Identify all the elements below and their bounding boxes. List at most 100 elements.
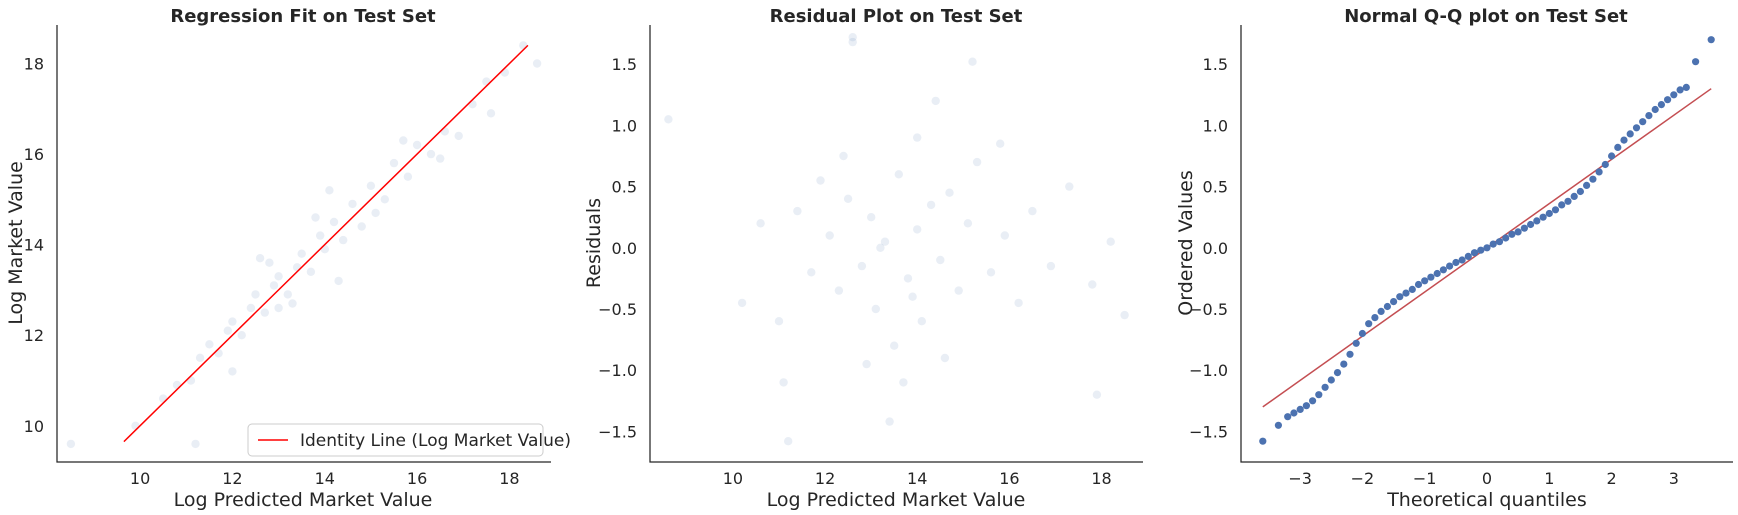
scatter-point (890, 341, 899, 350)
scatter-point (1589, 175, 1597, 183)
scatter-point (334, 276, 343, 286)
scatter-point (1402, 289, 1410, 297)
scatter-point (908, 292, 917, 301)
scatter-point (1651, 105, 1659, 114)
scatter-point (1340, 360, 1348, 368)
x-tick-label: 1 (1544, 469, 1554, 488)
scatter-point (1539, 213, 1547, 221)
scatter-point (1564, 197, 1572, 205)
panel-regression-fit: Regression Fit on Test Set 10 12 14 16 18 10… (5, 6, 571, 511)
scatter-point (214, 349, 223, 358)
scatter-point (737, 298, 747, 308)
scatter-point (871, 304, 880, 314)
scatter-point (260, 308, 269, 317)
scatter-point (348, 199, 357, 209)
scatter-point (306, 267, 316, 276)
scatter-point (251, 290, 260, 299)
scatter-point (1508, 230, 1516, 238)
scatter-point (1458, 256, 1466, 264)
scatter-point (255, 254, 265, 263)
scatter-point (945, 188, 954, 197)
scatter-point (1620, 136, 1628, 144)
scatter-point (834, 286, 844, 295)
legend-label: Identity Line (Log Market Value) (300, 431, 571, 451)
scatter-point (265, 258, 274, 267)
x-tick-label: 16 (407, 469, 427, 488)
scatter-point (1421, 277, 1429, 285)
scatter-point (931, 96, 940, 106)
y-tick-label: 0.0 (612, 239, 637, 258)
scatter-point (371, 208, 380, 218)
x-ticks: −3 −2 −1 0 1 2 3 (1288, 469, 1678, 488)
scatter-point (172, 380, 182, 390)
scatter-point (500, 68, 509, 77)
scatter-point (913, 133, 922, 142)
scatter-point (228, 317, 237, 326)
y-ticks: −1.5 −1.0 −0.5 0.0 0.5 1.0 1.5 (598, 55, 637, 441)
scatter-point (237, 331, 246, 340)
scatter-point (1576, 187, 1584, 196)
scatter-point (963, 219, 973, 228)
x-tick-label: 0 (1482, 469, 1492, 488)
scatter-point (876, 243, 885, 252)
scatter-point (936, 255, 945, 265)
scatter-point (848, 37, 857, 47)
y-tick-label: 0.0 (1203, 239, 1228, 258)
scatter-point (899, 378, 908, 387)
scatter-point (1514, 228, 1522, 236)
scatter-point (1365, 320, 1373, 328)
scatter-point (329, 217, 339, 227)
y-axis-label: Residuals (583, 198, 605, 288)
scatter-point (283, 290, 292, 299)
scatter-point (1302, 402, 1310, 410)
y-ticks: −1.5 −1.0 −0.5 0.0 0.5 1.0 1.5 (1189, 55, 1228, 441)
scatter-point (1309, 397, 1317, 405)
y-tick-label: −0.5 (1189, 300, 1228, 319)
y-tick-label: 18 (24, 55, 44, 74)
scatter-point (913, 225, 922, 234)
scatter-point (1396, 293, 1404, 301)
scatter-point (1645, 112, 1653, 120)
x-tick-label: 14 (907, 469, 927, 488)
scatter-point (325, 186, 334, 195)
line-series (123, 44, 529, 443)
scatter-point (1614, 143, 1622, 151)
x-tick-label: −3 (1288, 469, 1312, 488)
x-tick-label: −2 (1351, 469, 1375, 488)
scatter-point (399, 136, 408, 145)
scatter-point (269, 281, 279, 290)
scatter-point (357, 222, 366, 231)
scatter-point (1046, 261, 1056, 271)
scatter-point (903, 274, 913, 283)
scatter-point (793, 206, 802, 216)
scatter-point (940, 353, 950, 363)
scatter-point (1583, 181, 1591, 189)
scatter-point (1477, 246, 1485, 254)
y-tick-label: 0.5 (1203, 178, 1228, 197)
scatter-point (968, 57, 977, 66)
y-axis-label: Log Market Value (5, 161, 27, 325)
scatter-point (426, 149, 436, 159)
scatter-point (1106, 237, 1115, 246)
scatter-point (807, 268, 816, 277)
scatter-points (66, 41, 542, 449)
scatter-point (848, 33, 857, 42)
scatter-point (454, 131, 463, 141)
x-ticks: 10 12 14 16 18 (130, 469, 520, 488)
scatter-point (1296, 405, 1304, 413)
x-tick-label: 18 (1091, 469, 1111, 488)
scatter-point (228, 367, 237, 376)
scatter-point (1427, 273, 1435, 281)
scatter-point (1502, 234, 1510, 242)
scatter-point (186, 376, 196, 385)
y-tick-label: 16 (24, 145, 44, 164)
scatter-point (1358, 329, 1366, 338)
scatter-point (159, 394, 168, 403)
chart-title: Residual Plot on Test Set (770, 6, 1023, 27)
scatter-point (1028, 206, 1037, 216)
scatter-point (223, 326, 232, 335)
scatter-point (380, 195, 389, 204)
scatter-point (1626, 130, 1634, 138)
scatter-point (1670, 91, 1678, 99)
scatter-point (1551, 206, 1560, 214)
